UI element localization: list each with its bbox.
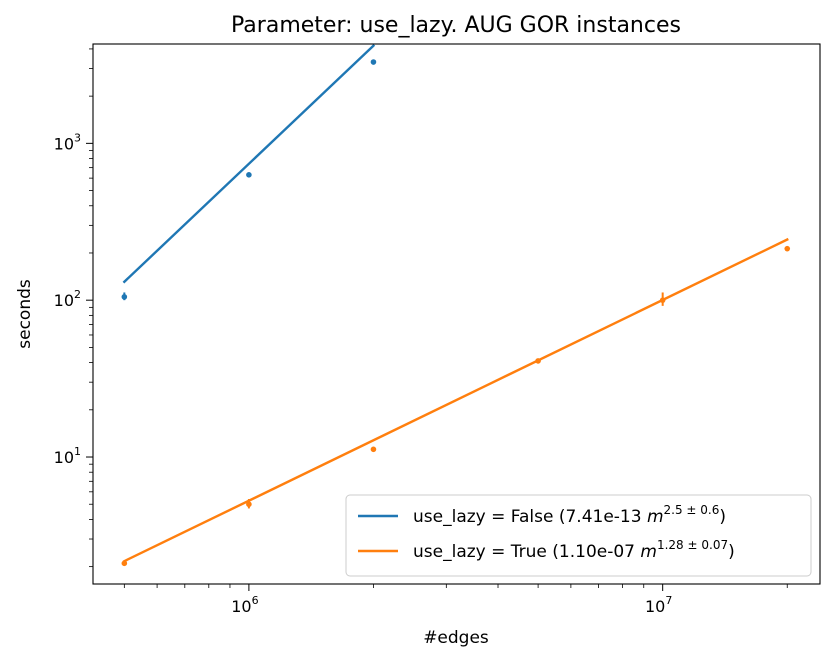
axes: 106 107 101 102 103 (54, 48, 788, 616)
legend-var-true: m (640, 542, 657, 562)
x-tick-label: 107 (645, 594, 672, 616)
data-point-true (121, 560, 128, 567)
data-point-true (246, 501, 252, 508)
legend-text-true: use_lazy = True (1.10e-07 (413, 542, 640, 562)
fit-line-false (122, 44, 376, 284)
legend-box (345, 494, 812, 577)
legend-label-true: use_lazy = True (1.10e-07 m1.28 ± 0.07) (413, 538, 735, 562)
chart-marks (121, 44, 791, 567)
chart-title: Parameter: use_lazy. AUG GOR instances (231, 13, 681, 38)
data-point-false (246, 172, 252, 178)
legend-text-false: use_lazy = False (7.41e-13 (413, 507, 647, 527)
x-axis-label: #edges (423, 628, 489, 648)
y-tick-label: 103 (54, 131, 81, 153)
plot-frame (92, 43, 821, 585)
fit-line-true (122, 237, 789, 563)
legend-exp-true: 1.28 ± 0.07 (657, 538, 728, 552)
y-axis-label: seconds (15, 279, 35, 349)
x-tick-label: 106 (231, 594, 258, 616)
data-point-true (370, 446, 377, 453)
legend: use_lazy = False (7.41e-13 m2.5 ± 0.6) u… (345, 494, 812, 577)
legend-close-true: ) (728, 542, 735, 562)
legend-label-false: use_lazy = False (7.41e-13 m2.5 ± 0.6) (413, 503, 726, 527)
data-point-true (659, 297, 666, 303)
legend-exp-false: 2.5 ± 0.6 (664, 503, 720, 517)
data-point-false (121, 294, 128, 300)
data-point-true (535, 358, 541, 364)
legend-var-false: m (647, 507, 664, 527)
y-tick-label: 101 (54, 445, 81, 467)
legend-close-false: ) (719, 507, 726, 527)
data-point-true (784, 245, 791, 252)
plot-area (93, 44, 820, 584)
y-tick-label: 102 (54, 288, 81, 310)
data-point-false (370, 59, 377, 65)
